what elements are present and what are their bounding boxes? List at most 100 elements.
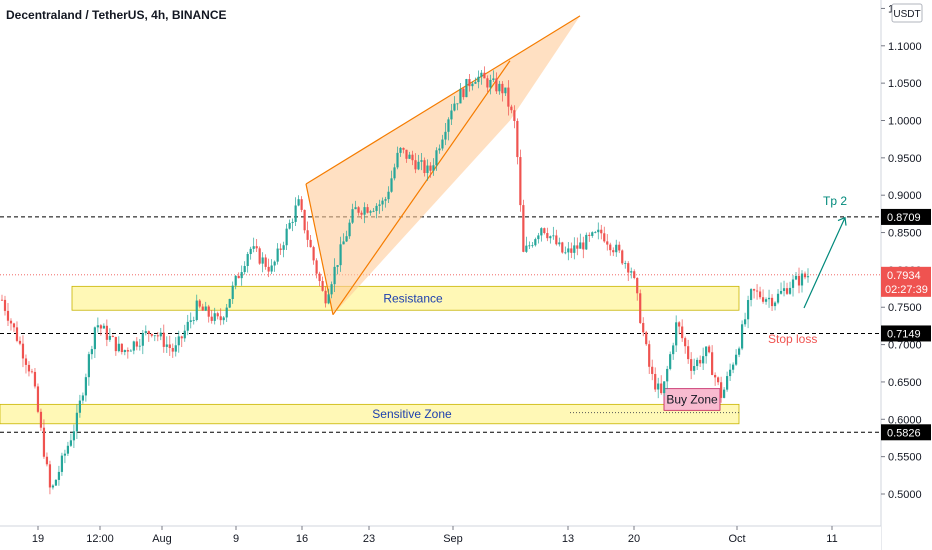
candle — [597, 229, 600, 233]
candle — [159, 332, 162, 337]
price-tick-label: 0.8500 — [888, 228, 922, 240]
candle — [495, 78, 498, 92]
candle — [309, 239, 312, 248]
candle — [291, 221, 294, 223]
candle — [755, 290, 759, 292]
candle — [675, 322, 678, 346]
candle — [183, 330, 186, 339]
candle — [348, 222, 351, 237]
level-price-label: 0.5826 — [887, 427, 921, 439]
candle — [300, 199, 303, 210]
candle — [806, 276, 810, 278]
wedge-upper-line — [305, 15, 581, 185]
candle — [186, 321, 189, 331]
candle — [378, 204, 381, 206]
level-price-label: 0.7149 — [887, 328, 921, 340]
candle — [660, 383, 663, 394]
candle — [432, 165, 435, 171]
candle — [510, 106, 513, 111]
candle — [582, 242, 585, 250]
candle — [453, 103, 456, 111]
candle — [528, 245, 531, 247]
candle — [420, 160, 423, 162]
candle — [303, 209, 306, 231]
price-tick-label: 0.5000 — [888, 489, 922, 501]
price-tick-label: 1.1000 — [888, 41, 922, 53]
rising-wedge — [306, 15, 580, 315]
candle — [782, 288, 786, 291]
candle — [690, 359, 693, 371]
candle — [749, 289, 753, 301]
candle — [24, 358, 28, 365]
time-tick-label: Aug — [152, 533, 172, 545]
sensitive-zone-label: Sensitive Zone — [372, 407, 452, 421]
candle — [288, 222, 291, 229]
candle — [537, 235, 540, 240]
candle — [12, 323, 16, 328]
candle — [0, 299, 4, 301]
candle — [687, 346, 690, 360]
candle — [30, 371, 34, 373]
candle — [66, 445, 70, 454]
candle — [243, 266, 246, 273]
candle — [794, 275, 798, 280]
candle — [165, 344, 168, 347]
candle — [426, 165, 429, 174]
candle — [767, 297, 771, 300]
candle — [69, 440, 73, 446]
projection-arrow — [803, 217, 846, 309]
candle — [279, 248, 282, 250]
candle — [552, 235, 555, 237]
candle — [57, 471, 61, 480]
candle — [702, 356, 705, 364]
candle — [213, 313, 216, 321]
candle — [561, 242, 564, 253]
candle — [567, 248, 570, 253]
candle — [135, 341, 138, 347]
candle — [594, 232, 597, 233]
candle — [645, 332, 648, 345]
candle — [258, 248, 261, 264]
candle — [357, 207, 360, 213]
candle — [651, 366, 654, 374]
candle — [752, 289, 756, 291]
candle — [519, 157, 522, 206]
candle — [717, 377, 720, 383]
candle — [639, 293, 642, 323]
time-tick-label: 9 — [233, 533, 239, 545]
candle — [108, 335, 111, 340]
candle — [615, 244, 618, 253]
price-axis[interactable]: 1.15001.10001.05001.00000.95000.90000.85… — [880, 0, 932, 550]
candle — [740, 324, 744, 349]
candle — [54, 479, 58, 486]
candle — [642, 322, 645, 333]
resistance-zone — [71, 285, 740, 311]
time-axis[interactable]: 19 12:00 Aug 9 16 23 Sep 13 20 Oct 11 — [0, 525, 881, 550]
candle — [696, 359, 699, 367]
candle — [663, 381, 666, 394]
candle — [327, 294, 330, 304]
candle — [504, 87, 507, 94]
candle — [276, 248, 279, 262]
candle — [743, 319, 747, 325]
candle — [399, 147, 402, 153]
buy-zone-label: Buy Zone — [666, 392, 718, 406]
candle — [219, 316, 222, 321]
candle — [117, 343, 120, 352]
candle — [102, 325, 105, 329]
candle — [255, 246, 258, 249]
price-tick-label: 0.6000 — [888, 414, 922, 426]
price-tick-label: 0.9000 — [888, 190, 922, 202]
tp-label: Tp 2 — [823, 194, 847, 208]
candle — [462, 88, 465, 98]
candle — [96, 325, 99, 328]
candle — [72, 431, 76, 441]
candle — [764, 299, 768, 302]
candle — [252, 246, 255, 249]
currency-badge-label: USDT — [893, 9, 920, 20]
candle — [636, 277, 639, 294]
candle — [141, 333, 144, 346]
candle — [261, 257, 264, 264]
candle — [345, 236, 348, 242]
